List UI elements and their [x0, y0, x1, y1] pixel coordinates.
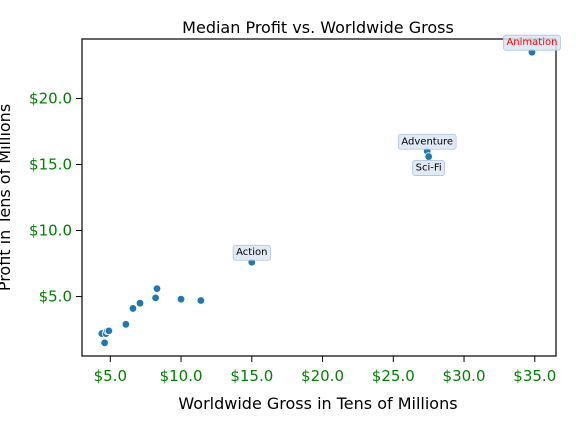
data-point	[100, 338, 109, 347]
x-tick-label: $5.0	[94, 367, 127, 385]
x-axis-title: Worldwide Gross in Tens of Millions	[178, 394, 457, 413]
y-axis: $5.0 $10.0 $15.0 $20.0	[29, 89, 82, 306]
data-point	[176, 295, 186, 304]
x-tick-label: $15.0	[230, 367, 273, 385]
x-axis: $5.0 $10.0 $15.0 $20.0 $25.0 $30.0 $35.0	[94, 356, 556, 385]
data-point	[104, 326, 114, 336]
y-tick-label: $20.0	[29, 89, 72, 107]
data-point	[196, 296, 206, 305]
plot-area	[81, 38, 557, 357]
data-point	[152, 284, 162, 293]
annotation-label: Adventure	[401, 136, 453, 147]
y-tick-label: $15.0	[29, 155, 72, 173]
x-tick-label: $20.0	[301, 367, 344, 385]
data-points	[97, 48, 537, 347]
x-tick-label: $25.0	[372, 367, 415, 385]
annotation-sci-fi: Sci-Fi	[412, 160, 446, 176]
annotation-box	[232, 244, 271, 261]
annotation-label: Action	[236, 247, 267, 258]
y-tick-label: $10.0	[29, 222, 72, 240]
annotation-action: Action	[232, 244, 271, 261]
y-axis-title: Profit in Tens of Millions	[0, 104, 14, 291]
data-point	[128, 304, 138, 313]
point-annotations: Action Adventure Sci-Fi Animation	[232, 34, 561, 261]
data-point	[135, 298, 145, 308]
chart-title: Median Profit vs. Worldwide Gross	[182, 18, 454, 37]
annotation-box	[503, 34, 561, 51]
x-tick-label: $30.0	[443, 367, 486, 385]
y-tick-label: $5.0	[39, 288, 72, 306]
x-tick-label: $10.0	[160, 367, 203, 385]
annotation-box	[412, 160, 446, 176]
annotation-adventure: Adventure	[397, 133, 457, 150]
annotation-label: Sci-Fi	[416, 163, 442, 174]
data-point	[121, 320, 131, 329]
annotation-label: Animation	[506, 37, 557, 48]
data-point	[424, 152, 433, 161]
annotation-box	[397, 133, 457, 150]
annotation-animation: Animation	[503, 34, 561, 51]
x-tick-label: $35.0	[513, 367, 556, 385]
data-point	[151, 293, 160, 303]
